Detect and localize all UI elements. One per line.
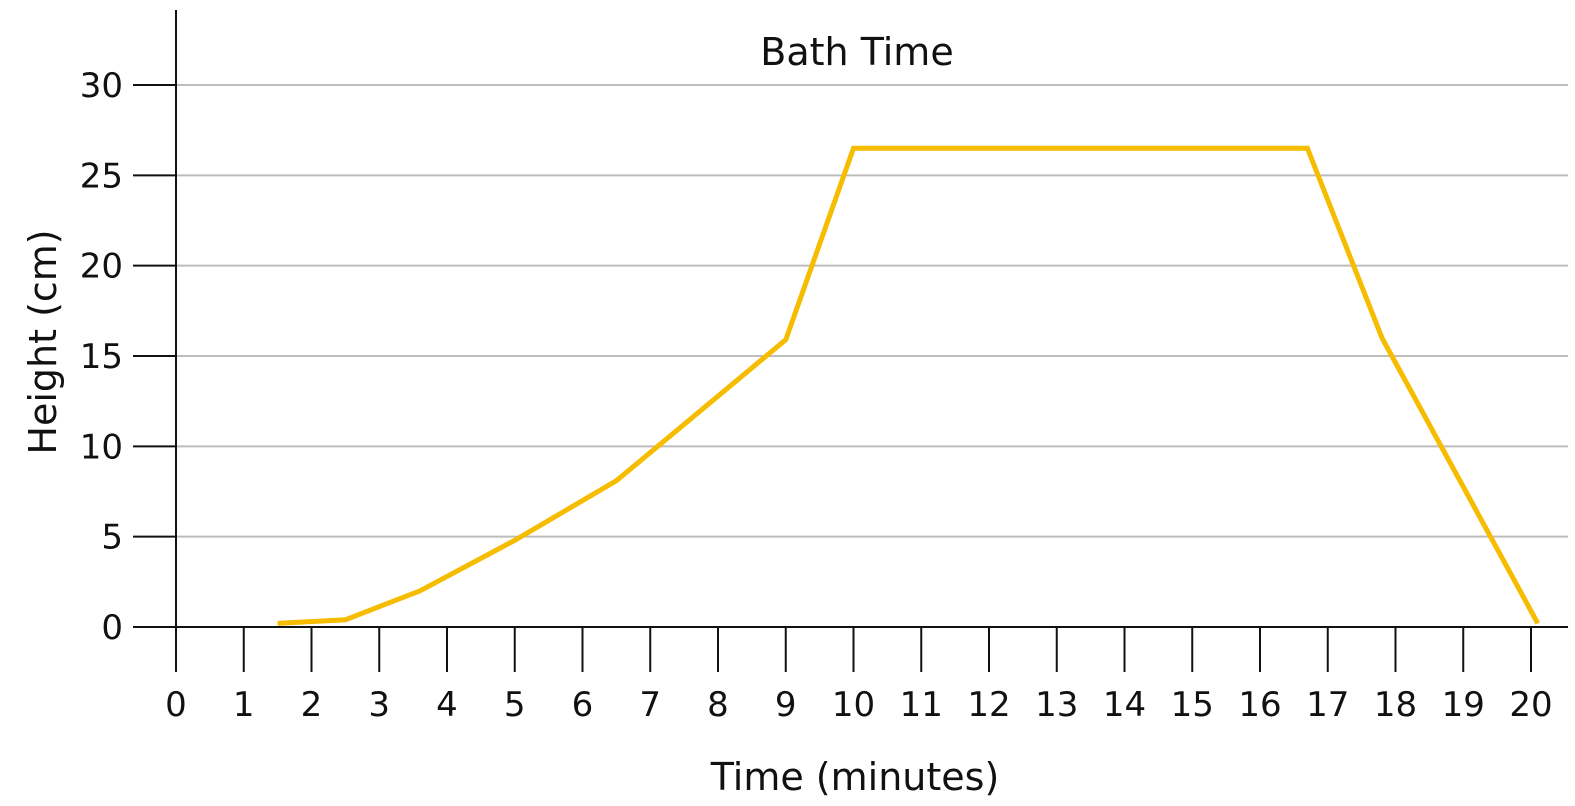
x-tick-label-17: 17 — [1306, 685, 1349, 725]
x-tick-label-3: 3 — [368, 685, 390, 725]
x-tick-label-13: 13 — [1035, 685, 1078, 725]
series — [277, 145, 1540, 626]
x-ticks: 0 1 2 3 4 5 6 7 8 9 10 11 12 13 14 15 16 17 18 19 20 — [165, 627, 1553, 725]
x-tick-label-8: 8 — [707, 685, 729, 725]
y-tick-label-15: 15 — [80, 337, 123, 377]
x-tick-label-16: 16 — [1238, 685, 1281, 725]
x-tick-label-18: 18 — [1374, 685, 1417, 725]
series-0-point-4 — [616, 480, 617, 481]
series-0-point-8 — [1381, 337, 1382, 338]
x-tick-label-12: 12 — [967, 685, 1010, 725]
x-tick-label-2: 2 — [301, 685, 323, 725]
y-tick-label-25: 25 — [80, 156, 123, 196]
x-tick-label-10: 10 — [832, 685, 875, 725]
x-axis-title: Time (minutes) — [710, 755, 1000, 799]
axes — [175, 10, 1568, 672]
x-tick-label-14: 14 — [1103, 685, 1146, 725]
x-tick-label-0: 0 — [165, 685, 187, 725]
y-tick-label-10: 10 — [80, 427, 123, 467]
series-0-point-6 — [853, 148, 854, 149]
series-0-point-2 — [419, 590, 420, 591]
series-0-point-7 — [1307, 148, 1308, 149]
series-0-point-5 — [785, 339, 786, 340]
chart-title: Bath Time — [760, 30, 953, 74]
x-tick-label-4: 4 — [436, 685, 458, 725]
series-0-point-9 — [1537, 623, 1538, 624]
series-line-0 — [277, 145, 1540, 626]
y-tick-label-5: 5 — [101, 518, 123, 558]
grid-lines — [176, 84, 1568, 538]
series-0-point-1 — [345, 619, 346, 620]
series-0-point-0 — [277, 623, 278, 624]
x-tick-label-20: 20 — [1509, 685, 1552, 725]
y-axis-title: Height (cm) — [21, 229, 65, 454]
series-0-point-3 — [514, 540, 515, 541]
x-tick-label-7: 7 — [639, 685, 661, 725]
x-tick-label-6: 6 — [572, 685, 594, 725]
x-tick-label-1: 1 — [233, 685, 255, 725]
y-tick-label-20: 20 — [80, 247, 123, 287]
x-tick-label-9: 9 — [775, 685, 797, 725]
x-tick-label-19: 19 — [1442, 685, 1485, 725]
y-tick-label-30: 30 — [80, 66, 123, 106]
x-tick-label-11: 11 — [900, 685, 943, 725]
y-tick-label-0: 0 — [101, 608, 123, 648]
y-ticks: 0 5 10 15 20 25 30 — [80, 66, 176, 648]
x-tick-label-15: 15 — [1171, 685, 1214, 725]
x-tick-label-5: 5 — [504, 685, 526, 725]
